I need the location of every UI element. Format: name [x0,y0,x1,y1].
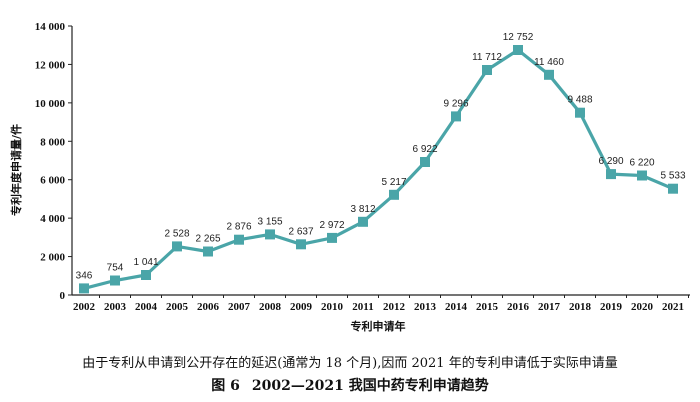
x-tick-label: 2018 [569,301,592,313]
data-point [327,232,337,243]
x-tick-label: 2011 [352,301,373,313]
data-label: 11 712 [472,52,502,63]
y-tick-label: 12 000 [35,59,66,71]
x-tick-label: 2021 [662,301,684,313]
data-point [110,275,120,286]
x-axis-ticks: 2002 2003 2004 2005 2006 2007 2008 2009 2010 2011… [73,295,689,313]
data-labels: 346 754 1 041 2 528 2 265 2 876 3 155 2 637 2 97… [76,32,686,281]
x-tick-label: 2008 [259,301,282,313]
data-label: 6 220 [629,158,654,169]
x-tick-label: 2002 [73,301,96,313]
data-label: 1 041 [133,257,158,268]
x-tick-label: 2019 [600,301,623,313]
x-tick-label: 2006 [197,301,220,313]
y-tick-label: 0 [60,290,66,302]
y-axis-title: 专利年度申请量/件 [9,124,23,216]
x-tick-label: 2010 [321,301,344,313]
x-axis-title: 专利申请年 [351,319,406,333]
data-label: 2 637 [288,226,313,237]
data-point [141,270,151,280]
data-label: 3 812 [350,204,375,215]
x-tick-label: 2007 [228,301,251,313]
data-label: 2 972 [319,220,344,231]
data-label: 9 488 [567,95,592,106]
data-label: 6 922 [412,144,437,155]
data-point [234,234,244,245]
x-tick-label: 2012 [383,301,406,313]
data-label: 346 [76,270,93,281]
y-tick-label: 6 000 [40,175,65,187]
data-point [575,107,585,118]
y-tick-label: 10 000 [35,98,66,110]
figure-caption: 图 6 2002—2021 我国中药专利申请趋势 [0,375,700,395]
data-label: 5 217 [381,177,406,188]
x-tick-label: 2005 [166,301,189,313]
data-point [637,170,647,181]
y-tick-label: 14 000 [35,21,66,33]
data-label: 2 876 [226,222,251,233]
data-point [513,45,523,55]
data-point [451,111,461,122]
data-point [420,157,430,167]
x-tick-label: 2017 [538,301,561,313]
data-point [172,241,182,252]
series-line-group [79,45,678,294]
data-label: 11 460 [534,57,564,68]
x-tick-label: 2020 [631,301,654,313]
y-axis-ticks: 0 2 000 4 000 6 000 8 000 10 000 12 000 14 000 [35,21,72,302]
x-tick-label: 2014 [445,301,468,313]
data-point [482,65,492,75]
x-tick-label: 2013 [414,301,437,313]
y-tick-label: 4 000 [40,213,65,225]
data-label: 5 533 [660,171,685,182]
data-point [389,189,399,200]
data-label: 9 296 [443,98,468,109]
data-label: 6 290 [598,156,623,167]
data-label: 754 [107,263,124,274]
data-point [668,183,678,194]
data-point [203,246,213,257]
data-point [544,69,554,80]
x-tick-label: 2004 [135,301,158,313]
data-label: 2 528 [164,228,189,239]
chart-axes [71,26,690,296]
figure-title: 2002—2021 我国中药专利申请趋势 [251,378,489,394]
data-point [296,239,306,250]
x-tick-label: 2009 [290,301,313,313]
footnote: 由于专利从申请到公开存在的延迟(通常为 18 个月),因而 2021 年的专利申… [82,356,618,371]
x-tick-label: 2003 [104,301,127,313]
x-tick-label: 2015 [476,301,499,313]
data-label: 2 265 [195,234,220,245]
x-tick-label: 2016 [507,301,530,313]
y-tick-label: 2 000 [40,252,65,264]
data-point [79,283,89,294]
data-point [265,229,275,240]
series-line [83,48,674,290]
figure-number: 图 6 [211,378,240,394]
data-label: 3 155 [257,216,282,227]
y-tick-label: 8 000 [40,136,65,148]
data-label: 12 752 [503,32,534,43]
data-point [358,216,368,227]
data-point [606,169,616,180]
